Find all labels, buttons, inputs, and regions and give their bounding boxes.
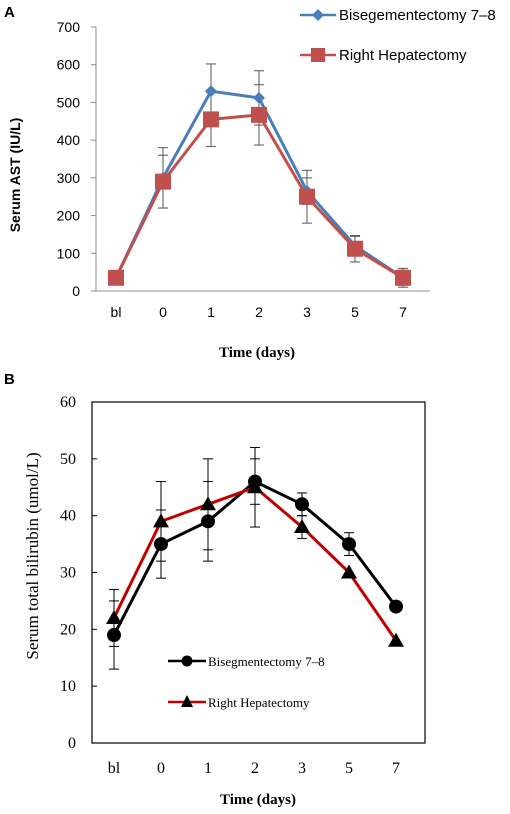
data-point: [153, 513, 169, 528]
data-point: [342, 537, 356, 552]
panel-b: B 0 10 20 30 40 50 60 bl 0 1 2 3 5 7 Serum total bili…: [4, 371, 426, 808]
legend-a-marker-1: [312, 9, 324, 21]
legend-a: Bisegementectomy 7–8 Right Hepatectomy: [300, 7, 496, 64]
legend-b-label-1: Bisegmentectomy 7–8: [208, 654, 325, 669]
y-tick-label: 30: [60, 565, 76, 582]
legend-b-label-2: Right Hepatectomy: [208, 695, 310, 710]
legend-a-label-2: Right Hepatectomy: [339, 47, 467, 64]
data-point: [253, 91, 265, 104]
data-point: [389, 599, 403, 614]
legend-a-label-1: Bisegementectomy 7–8: [339, 7, 496, 24]
axes-b: [91, 401, 426, 744]
data-point: [106, 609, 122, 624]
axes-a: [95, 27, 430, 292]
x-tick-label: 3: [303, 304, 311, 320]
y-tick-label: 500: [57, 94, 81, 110]
y-tick-label: 400: [57, 132, 81, 148]
errorbars-b: [109, 446, 354, 670]
data-point: [201, 514, 215, 529]
x-tick-label: 0: [159, 304, 167, 320]
x-tick-label: 3: [298, 760, 306, 777]
y-tick-label: 10: [60, 678, 76, 695]
data-point: [299, 188, 315, 205]
x-tick-label: 7: [399, 304, 407, 320]
y-tick-label: 600: [57, 57, 81, 73]
data-point: [295, 497, 309, 512]
ticks-b: 0 10 20 30 40 50 60 bl 0 1 2 3 5 7: [60, 394, 400, 777]
y-axis-label-b: Serum total bilirubin (umol/L): [23, 452, 42, 659]
plot-frame: [91, 401, 426, 744]
y-tick-label: 200: [57, 208, 81, 224]
x-tick-label: 1: [204, 760, 212, 777]
data-point: [154, 537, 168, 552]
x-tick-label: 1: [207, 304, 215, 320]
y-axis-label-a: Serum AST (IU/L): [7, 118, 23, 233]
panel-a: A 0 100 200 300 400 500 600 700 bl 0 1 2 3 5 7 Serum A…: [4, 4, 496, 361]
data-point: [294, 519, 310, 534]
x-axis-label-a: Time (days): [219, 345, 295, 361]
x-tick-label: 2: [255, 304, 263, 320]
y-tick-label: 20: [60, 621, 76, 638]
x-tick-label: 0: [157, 760, 165, 777]
data-point: [155, 173, 171, 190]
y-tick-label: 700: [57, 19, 81, 35]
ticks-a: 0 100 200 300 400 500 600 700 bl 0 1 2 3 5 7: [57, 19, 407, 320]
y-tick-label: 300: [57, 170, 81, 186]
panel-label-a: A: [4, 4, 15, 21]
legend-b-marker-2: [181, 695, 193, 707]
legend-b: Bisegmentectomy 7–8 Right Hepatectomy: [168, 654, 325, 710]
markers-a: [108, 85, 411, 286]
x-tick-label: bl: [111, 304, 122, 320]
data-point: [347, 240, 363, 257]
y-tick-label: 100: [57, 245, 81, 261]
x-tick-label: bl: [108, 760, 121, 777]
errorbars-a: [158, 63, 408, 288]
x-tick-label: 5: [351, 304, 359, 320]
data-point: [200, 496, 216, 511]
data-point: [341, 564, 357, 579]
x-tick-label: 7: [392, 760, 400, 777]
legend-a-marker-2: [311, 48, 325, 62]
y-tick-label: 50: [60, 451, 76, 468]
x-tick-label: 2: [251, 760, 259, 777]
x-tick-label: 5: [345, 760, 353, 777]
data-point: [107, 628, 121, 643]
y-tick-label: 60: [60, 394, 76, 411]
y-tick-label: 40: [60, 508, 76, 525]
y-tick-label: 0: [68, 735, 76, 752]
data-point: [388, 632, 404, 647]
data-point: [251, 106, 267, 123]
panel-label-b: B: [4, 371, 15, 388]
data-point: [205, 85, 217, 98]
data-point: [395, 269, 411, 286]
data-point: [203, 111, 219, 128]
x-axis-label-b: Time (days): [220, 792, 296, 808]
legend-b-marker-1: [181, 655, 193, 667]
data-point: [247, 479, 263, 494]
y-tick-label: 0: [72, 283, 80, 299]
markers-b: [106, 474, 404, 647]
data-point: [108, 269, 124, 286]
